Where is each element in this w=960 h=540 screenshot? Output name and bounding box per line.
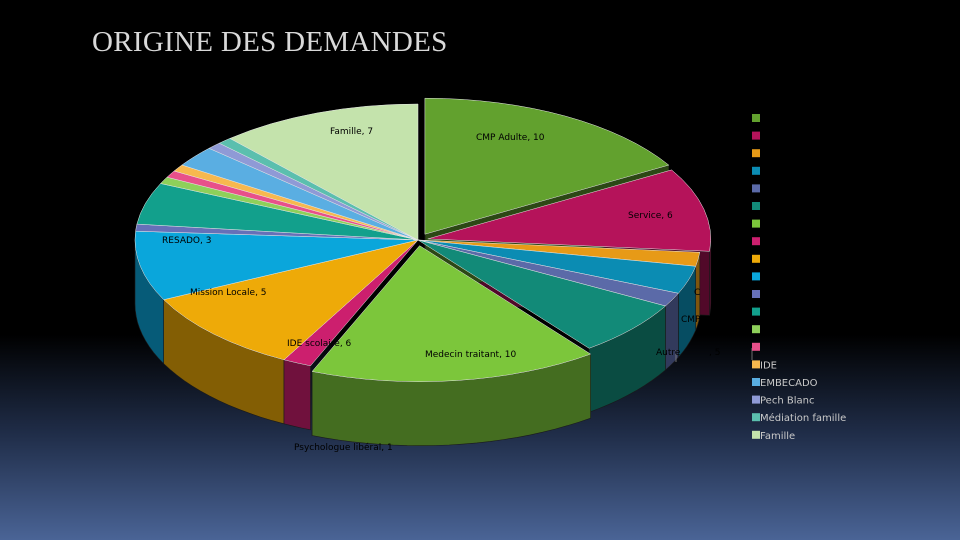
legend-swatch xyxy=(752,395,760,404)
legend-swatch xyxy=(752,272,760,281)
label-cmp: CMP xyxy=(681,315,701,325)
label-service: Service, 6 xyxy=(628,211,673,221)
label-autre-tail: , 5 xyxy=(709,348,720,358)
legend-swatch xyxy=(752,413,760,422)
label-famille: Famille, 7 xyxy=(330,127,373,137)
pie-tops xyxy=(134,97,712,382)
label-medecin-traitant: Medecin traitant, 10 xyxy=(425,350,517,360)
legend-label: Famille xyxy=(760,431,795,442)
pie-slice-mission-locale xyxy=(134,230,419,300)
pie-slice-service xyxy=(427,169,712,252)
legend-swatch xyxy=(752,202,760,210)
pie-slice-slice-5 xyxy=(417,239,667,349)
legend-swatch xyxy=(752,378,760,386)
pie-labels: Famille, 7 CMP Adulte, 10 Service, 6 RES… xyxy=(162,127,720,453)
legend-swatch xyxy=(752,219,760,228)
legend-swatch xyxy=(752,307,760,316)
label-cmp-adulte: CMP Adulte, 10 xyxy=(476,133,545,143)
pie-slice-famille xyxy=(229,103,419,241)
legend-swatch xyxy=(752,114,760,122)
legend-swatch xyxy=(752,360,760,369)
legend-swatch xyxy=(752,149,760,158)
label-resado: RESADO, 3 xyxy=(162,236,211,246)
pie-slice-medecin-traitant xyxy=(311,245,592,382)
label-psychologue: Psychologue libéral, 1 xyxy=(294,442,393,453)
legend-swatch xyxy=(752,166,760,175)
pie-slice-ide-scolaire xyxy=(163,239,419,361)
legend-swatch xyxy=(752,254,760,263)
legend-swatch xyxy=(752,131,760,140)
pie-side-slice-4 xyxy=(665,292,679,371)
legend-swatch xyxy=(752,184,760,193)
legend-swatch xyxy=(752,342,760,351)
label-c: C xyxy=(694,288,700,298)
pie-slice-cmp-adulte xyxy=(424,97,670,235)
label-autre: Autre xyxy=(656,348,681,358)
legend-label: EMBECADO xyxy=(760,378,818,389)
legend-swatch xyxy=(752,290,760,298)
legend-label: Pech Blanc xyxy=(760,396,814,407)
legend-swatch xyxy=(752,430,760,439)
label-mission-locale: Mission Locale, 5 xyxy=(190,288,267,298)
legend-swatch xyxy=(752,237,760,246)
legend: IDE EMBECADO Pech Blanc Médiation famille Fa… xyxy=(752,114,846,442)
slide-title: ORIGINE DES DEMANDES xyxy=(92,26,448,58)
pie-side-psychologue-lib-ral xyxy=(283,359,311,431)
legend-label: IDE xyxy=(760,360,777,371)
label-ide-scolaire: IDE scolaire, 6 xyxy=(287,339,352,349)
legend-swatch xyxy=(752,325,760,334)
legend-label: Médiation famille xyxy=(760,412,846,424)
